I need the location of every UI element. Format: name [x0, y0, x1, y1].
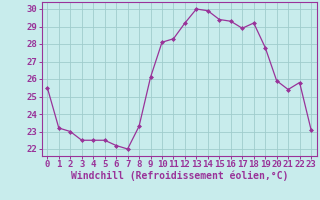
- X-axis label: Windchill (Refroidissement éolien,°C): Windchill (Refroidissement éolien,°C): [70, 171, 288, 181]
